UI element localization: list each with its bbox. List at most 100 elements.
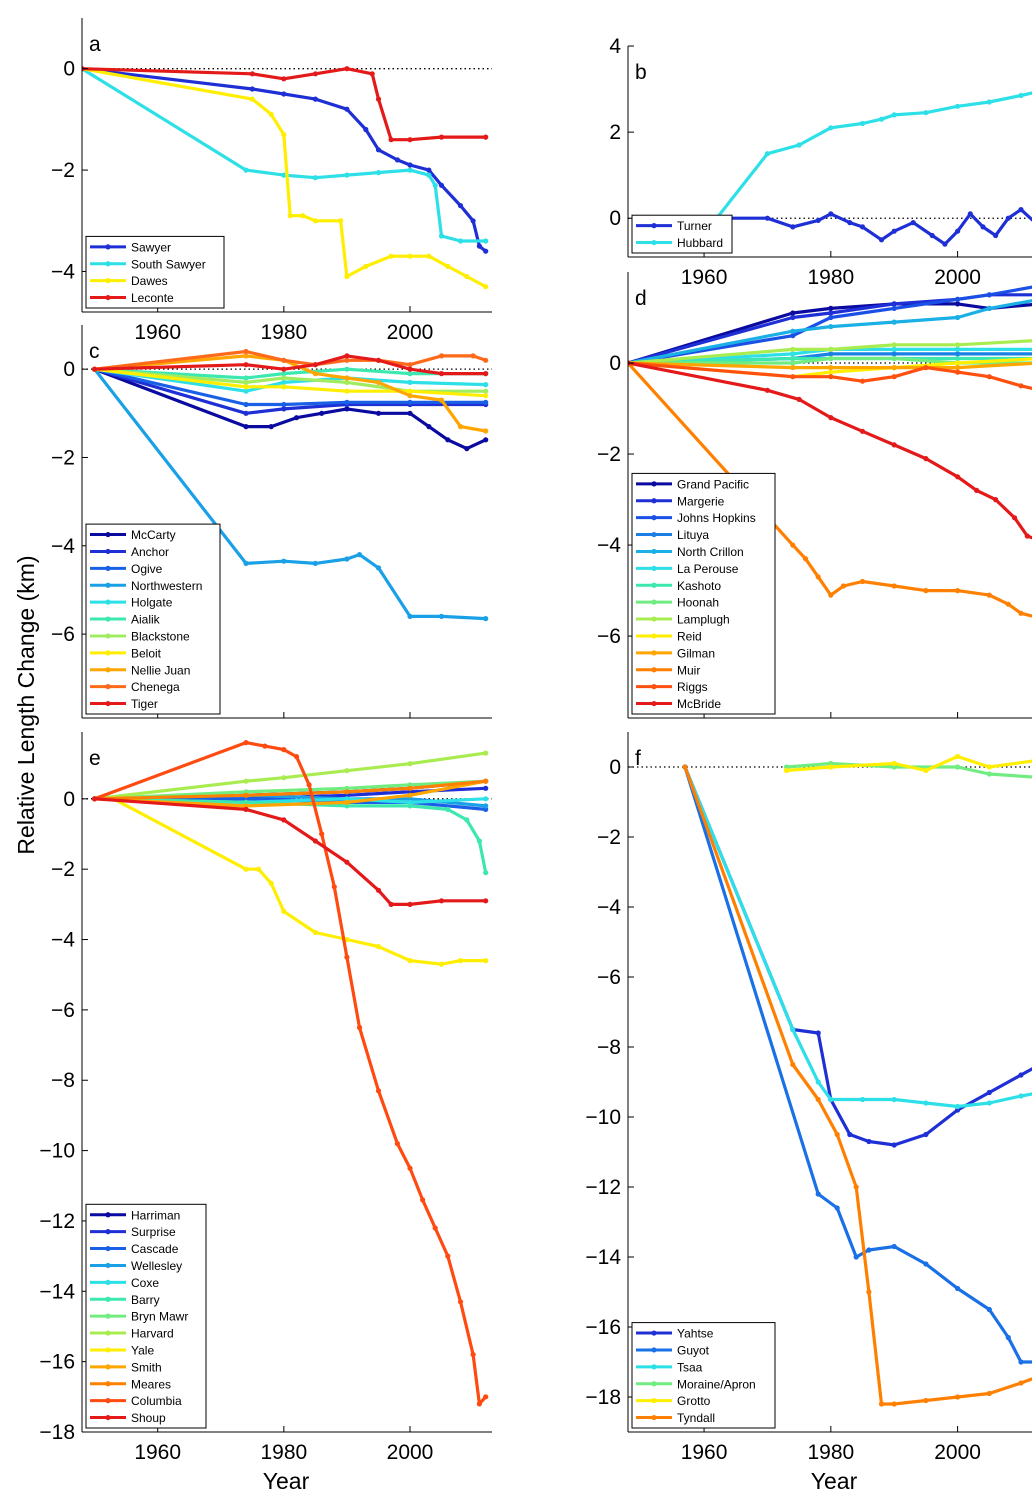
legend-label: Surprise bbox=[131, 1225, 176, 1239]
data-point bbox=[1012, 515, 1017, 520]
data-point bbox=[407, 254, 412, 259]
data-point bbox=[955, 347, 960, 352]
data-point bbox=[1006, 602, 1011, 607]
data-point bbox=[816, 218, 821, 223]
data-point bbox=[357, 1025, 362, 1030]
data-point bbox=[790, 315, 795, 320]
x-axis-title-right: Year bbox=[811, 1468, 858, 1494]
data-point bbox=[483, 779, 488, 784]
data-point bbox=[313, 175, 318, 180]
legend-label: Lituya bbox=[677, 528, 709, 542]
data-point bbox=[313, 71, 318, 76]
data-point bbox=[477, 244, 482, 249]
data-point bbox=[879, 117, 884, 122]
legend-marker bbox=[105, 261, 110, 266]
data-point bbox=[974, 488, 979, 493]
data-point bbox=[987, 771, 992, 776]
data-point bbox=[987, 593, 992, 598]
data-point bbox=[923, 1398, 928, 1403]
data-point bbox=[1018, 383, 1023, 388]
y-tick-label: −18 bbox=[39, 1421, 75, 1444]
legend-marker bbox=[105, 1330, 110, 1335]
data-point bbox=[790, 351, 795, 356]
data-point bbox=[243, 424, 248, 429]
data-point bbox=[483, 796, 488, 801]
legend-label: Nellie Juan bbox=[131, 663, 190, 677]
data-point bbox=[987, 1307, 992, 1312]
legend-marker bbox=[105, 650, 110, 655]
legend-label: South Sawyer bbox=[131, 257, 206, 271]
data-point bbox=[426, 424, 431, 429]
data-point bbox=[281, 559, 286, 564]
legend-label: McCarty bbox=[131, 528, 176, 542]
data-point bbox=[344, 274, 349, 279]
data-point bbox=[281, 909, 286, 914]
legend: SawyerSouth SawyerDawesLeconte bbox=[86, 236, 224, 308]
data-point bbox=[269, 424, 274, 429]
data-point bbox=[483, 249, 488, 254]
legend-label: Guyot bbox=[677, 1343, 710, 1357]
data-point bbox=[319, 831, 324, 836]
legend-label: Grotto bbox=[677, 1394, 711, 1408]
data-point bbox=[1025, 533, 1030, 538]
data-point bbox=[860, 224, 865, 229]
data-point bbox=[389, 137, 394, 142]
data-point bbox=[879, 1401, 884, 1406]
data-point bbox=[892, 1097, 897, 1102]
data-point bbox=[407, 793, 412, 798]
data-point bbox=[281, 132, 286, 137]
legend-marker bbox=[651, 667, 656, 672]
legend-marker bbox=[651, 1398, 656, 1403]
legend-label: Leconte bbox=[131, 291, 174, 305]
data-point bbox=[955, 1104, 960, 1109]
data-point bbox=[892, 374, 897, 379]
data-point bbox=[955, 315, 960, 320]
data-point bbox=[294, 754, 299, 759]
data-point bbox=[854, 1184, 859, 1189]
panel-letter: c bbox=[89, 340, 100, 363]
legend-label: Tiger bbox=[131, 697, 158, 711]
y-tick-label: 0 bbox=[609, 207, 621, 230]
data-point bbox=[955, 764, 960, 769]
series-group bbox=[714, 89, 1032, 247]
y-tick-label: 0 bbox=[63, 358, 75, 381]
legend-label: Wellesley bbox=[131, 1259, 182, 1273]
data-point bbox=[828, 370, 833, 375]
data-point bbox=[828, 365, 833, 370]
series-group bbox=[682, 754, 1032, 1407]
legend-marker bbox=[105, 1415, 110, 1420]
legend-label: Dawes bbox=[131, 274, 168, 288]
legend-marker bbox=[105, 1314, 110, 1319]
data-point bbox=[483, 371, 488, 376]
legend-marker bbox=[105, 295, 110, 300]
legend: McCartyAnchorOgiveNorthwesternHolgateAia… bbox=[86, 524, 220, 714]
data-point bbox=[1018, 1380, 1023, 1385]
legend-marker bbox=[651, 223, 656, 228]
data-point bbox=[433, 183, 438, 188]
legend-label: Anchor bbox=[131, 545, 169, 559]
data-point bbox=[313, 97, 318, 102]
data-point bbox=[407, 902, 412, 907]
data-point bbox=[243, 402, 248, 407]
legend-label: Johns Hopkins bbox=[677, 511, 756, 525]
data-point bbox=[987, 374, 992, 379]
data-point bbox=[816, 1097, 821, 1102]
data-point bbox=[376, 411, 381, 416]
legend-label: Meares bbox=[131, 1377, 171, 1391]
data-point bbox=[344, 107, 349, 112]
legend-marker bbox=[105, 1364, 110, 1369]
legend-label: Chenega bbox=[131, 680, 180, 694]
legend-marker bbox=[651, 240, 656, 245]
legend-label: Barry bbox=[131, 1293, 160, 1307]
data-point bbox=[376, 97, 381, 102]
data-point bbox=[483, 389, 488, 394]
legend-marker bbox=[651, 633, 656, 638]
data-point bbox=[471, 218, 476, 223]
data-point bbox=[790, 365, 795, 370]
data-point bbox=[892, 229, 897, 234]
legend-marker bbox=[105, 1297, 110, 1302]
data-point bbox=[338, 218, 343, 223]
data-point bbox=[389, 254, 394, 259]
data-point bbox=[281, 817, 286, 822]
data-point bbox=[483, 958, 488, 963]
